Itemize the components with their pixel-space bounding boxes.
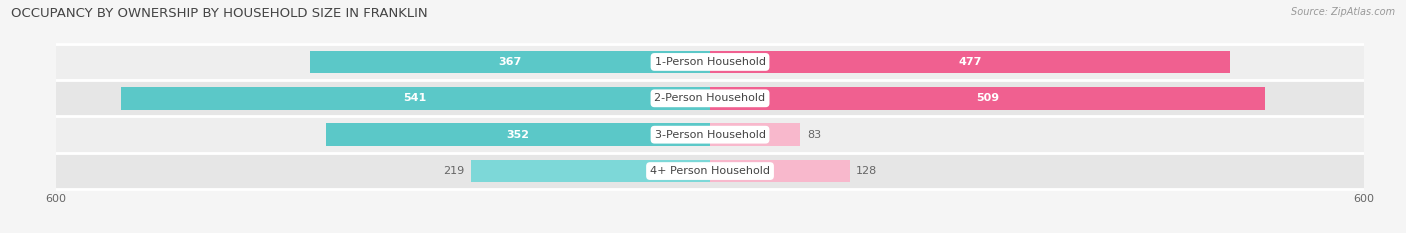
Text: 3-Person Household: 3-Person Household [655,130,765,140]
Text: OCCUPANCY BY OWNERSHIP BY HOUSEHOLD SIZE IN FRANKLIN: OCCUPANCY BY OWNERSHIP BY HOUSEHOLD SIZE… [11,7,427,20]
Bar [710,160,849,182]
Text: 367: 367 [499,57,522,67]
Bar [56,153,1364,189]
Text: 1-Person Household: 1-Person Household [655,57,765,67]
Text: 509: 509 [976,93,998,103]
Bar [56,44,1364,80]
Bar [311,51,710,73]
Bar [121,87,710,110]
Bar [710,123,800,146]
Text: 2-Person Household: 2-Person Household [654,93,766,103]
Bar [710,51,1230,73]
Bar [326,123,710,146]
Text: 128: 128 [856,166,877,176]
Bar [471,160,710,182]
Text: 219: 219 [444,166,465,176]
Text: 83: 83 [807,130,821,140]
Bar [56,80,1364,116]
Bar [710,87,1264,110]
Text: 477: 477 [959,57,981,67]
Text: Source: ZipAtlas.com: Source: ZipAtlas.com [1291,7,1395,17]
Bar [56,116,1364,153]
Text: 4+ Person Household: 4+ Person Household [650,166,770,176]
Text: 541: 541 [404,93,427,103]
Text: 352: 352 [506,130,530,140]
